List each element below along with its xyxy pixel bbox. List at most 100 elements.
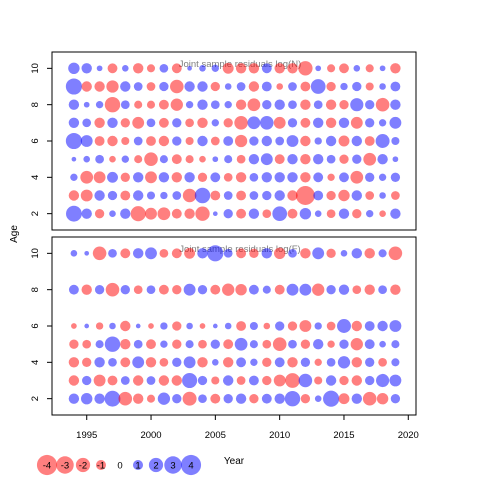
residual-bubble <box>323 390 340 407</box>
residual-bubble <box>170 79 184 94</box>
residual-bubble <box>260 116 274 130</box>
residual-bubble <box>274 172 285 183</box>
residual-bubble <box>314 376 323 385</box>
residual-bubble <box>210 100 220 110</box>
legend-label: 3 <box>170 461 175 472</box>
residual-bubble <box>337 319 351 333</box>
residual-bubble <box>327 64 336 73</box>
residual-bubble <box>363 152 377 166</box>
residual-bubble <box>351 320 362 332</box>
residual-bubble <box>104 390 121 407</box>
residual-bubble <box>95 101 104 109</box>
residual-bubble <box>224 101 232 109</box>
residual-bubble <box>351 190 362 201</box>
residual-bubble <box>326 209 336 219</box>
residual-bubble <box>388 246 403 261</box>
residual-bubble <box>132 356 145 369</box>
residual-bubble <box>248 375 259 386</box>
residual-bubble <box>144 152 158 166</box>
residual-bubble <box>352 285 362 295</box>
residual-bubble <box>261 63 272 74</box>
residual-bubble <box>160 322 168 330</box>
residual-bubble <box>287 154 298 165</box>
residual-bubble <box>391 340 400 349</box>
residual-bubble <box>250 358 258 366</box>
legend-label: -1 <box>97 461 105 472</box>
residual-bubble <box>106 80 119 93</box>
residual-bubble <box>185 340 194 349</box>
legend-bubble <box>56 456 74 474</box>
residual-bubble <box>248 63 260 74</box>
residual-bubble <box>365 118 375 128</box>
residual-bubble <box>379 83 386 90</box>
residual-bubble <box>338 189 350 202</box>
residual-bubble <box>158 375 170 386</box>
residual-bubble <box>107 135 118 147</box>
residual-bubble <box>262 339 272 349</box>
residual-bubble <box>376 373 390 388</box>
residual-bubble <box>262 357 272 367</box>
residual-bubble <box>197 99 208 110</box>
residual-bubble <box>300 135 311 147</box>
residual-bubble <box>235 99 247 110</box>
residual-bubble <box>210 190 221 201</box>
residual-bubble <box>313 154 324 165</box>
residual-bubble <box>108 357 117 367</box>
residual-bubble <box>261 81 272 92</box>
residual-bubble <box>325 135 337 147</box>
residual-bubble <box>81 393 93 405</box>
residual-bubble <box>275 136 285 146</box>
residual-bubble <box>351 135 362 147</box>
residual-bubble <box>298 373 313 388</box>
residual-bubble <box>248 81 260 92</box>
residual-bubble <box>107 375 118 386</box>
x-tick-label: 2015 <box>333 430 354 441</box>
residual-bubble <box>286 135 299 147</box>
residual-bubble <box>122 65 129 72</box>
residual-bubble <box>300 117 311 128</box>
legend-label: 4 <box>188 461 193 472</box>
residual-bubble <box>207 245 224 262</box>
residual-bubble <box>261 393 272 404</box>
residual-bubble <box>65 78 82 95</box>
legend-bubble <box>180 454 202 476</box>
residual-bubble <box>93 171 106 184</box>
residual-bubble <box>338 284 350 295</box>
residual-bubble <box>236 248 247 259</box>
residual-bubble <box>158 135 170 147</box>
residual-bubble <box>159 63 169 73</box>
residual-bubble <box>390 284 401 295</box>
residual-bubble <box>274 284 285 295</box>
residual-bubble <box>82 118 92 128</box>
residual-bubble <box>364 136 375 146</box>
residual-bubble <box>133 172 144 183</box>
residual-bubble <box>338 208 350 219</box>
residual-bubble <box>133 393 144 404</box>
residual-bubble <box>81 63 92 74</box>
residual-bubble <box>350 338 363 351</box>
residual-bubble <box>212 156 219 163</box>
residual-bubble <box>300 81 311 92</box>
residual-bubble <box>274 190 285 201</box>
residual-bubble <box>379 210 386 217</box>
residual-bubble <box>389 320 402 332</box>
residual-bubble <box>375 134 390 148</box>
residual-bubble <box>365 191 375 200</box>
residual-bubble <box>379 65 386 72</box>
residual-bubble <box>197 172 208 182</box>
residual-bubble <box>159 248 169 258</box>
y-tick-label: 10 <box>30 248 41 259</box>
residual-bubble <box>157 207 171 221</box>
residual-bubble <box>80 189 93 202</box>
x-axis: 1995 2000 2005 2010 2015 2020 <box>76 415 419 441</box>
residual-bubble <box>236 82 246 91</box>
residual-bubble <box>337 356 351 369</box>
residual-bubble <box>236 154 246 164</box>
residual-bubble <box>71 156 77 162</box>
residual-bubble <box>236 190 247 201</box>
residual-bubble <box>171 63 182 74</box>
residual-bubble <box>118 391 133 406</box>
residual-bubble <box>300 99 311 110</box>
residual-bubble <box>262 209 272 219</box>
